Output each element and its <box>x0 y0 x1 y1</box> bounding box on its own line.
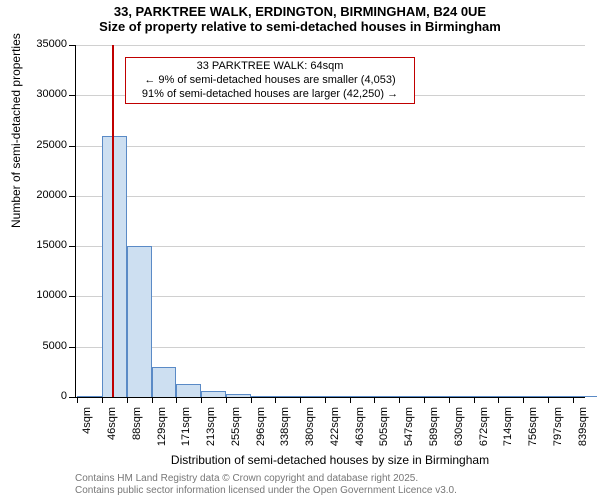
y-tick-label: 10000 <box>23 289 67 301</box>
histogram-bar <box>102 136 127 397</box>
y-tick-label: 35000 <box>23 38 67 50</box>
title-line-1: 33, PARKTREE WALK, ERDINGTON, BIRMINGHAM… <box>0 4 600 19</box>
y-tick-label: 25000 <box>23 139 67 151</box>
x-tick-label: 338sqm <box>279 407 291 455</box>
x-tick-label: 380sqm <box>304 407 316 455</box>
annotation-box: 33 PARKTREE WALK: 64sqm← 9% of semi-deta… <box>125 57 415 104</box>
y-axis-label: Number of semi-detached properties <box>9 212 23 228</box>
x-tick-label: 797sqm <box>552 407 564 455</box>
property-marker-line <box>112 45 114 397</box>
y-axis-line <box>75 45 76 397</box>
x-tick-label: 839sqm <box>577 407 589 455</box>
x-tick-label: 589sqm <box>428 407 440 455</box>
x-tick-label: 129sqm <box>156 407 168 455</box>
footer-attribution: Contains HM Land Registry data © Crown c… <box>75 473 457 497</box>
x-tick-label: 505sqm <box>378 407 390 455</box>
annotation-line-3: 91% of semi-detached houses are larger (… <box>132 88 408 102</box>
histogram-bar <box>152 367 177 397</box>
histogram-bar <box>127 246 152 397</box>
x-tick-label: 171sqm <box>180 407 192 455</box>
y-tick-label: 5000 <box>23 340 67 352</box>
chart-title: 33, PARKTREE WALK, ERDINGTON, BIRMINGHAM… <box>0 4 600 34</box>
x-tick-label: 46sqm <box>106 407 118 455</box>
x-tick-label: 630sqm <box>453 407 465 455</box>
annotation-line-1: 33 PARKTREE WALK: 64sqm <box>132 60 408 74</box>
y-tick-label: 30000 <box>23 88 67 100</box>
x-tick-label: 714sqm <box>502 407 514 455</box>
x-tick-label: 463sqm <box>354 407 366 455</box>
x-tick-label: 255sqm <box>230 407 242 455</box>
footer-line-1: Contains HM Land Registry data © Crown c… <box>75 473 457 485</box>
x-axis-label: Distribution of semi-detached houses by … <box>75 453 585 467</box>
plot-area: 050001000015000200002500030000350004sqm4… <box>75 45 585 397</box>
footer-line-2: Contains public sector information licen… <box>75 485 457 497</box>
y-tick-label: 0 <box>23 390 67 402</box>
y-gridline <box>75 146 585 147</box>
y-tick-label: 15000 <box>23 239 67 251</box>
y-gridline <box>75 45 585 46</box>
x-tick-label: 88sqm <box>131 407 143 455</box>
x-tick-label: 756sqm <box>527 407 539 455</box>
annotation-line-2: ← 9% of semi-detached houses are smaller… <box>132 74 408 88</box>
y-tick-label: 20000 <box>23 189 67 201</box>
x-tick-label: 547sqm <box>403 407 415 455</box>
x-tick-label: 4sqm <box>81 407 93 455</box>
x-tick-label: 213sqm <box>205 407 217 455</box>
histogram-bar <box>176 384 201 397</box>
x-axis-line <box>75 397 585 398</box>
title-line-2: Size of property relative to semi-detach… <box>0 19 600 34</box>
x-tick-label: 672sqm <box>478 407 490 455</box>
chart-container: 33, PARKTREE WALK, ERDINGTON, BIRMINGHAM… <box>0 0 600 500</box>
y-gridline <box>75 196 585 197</box>
x-tick-label: 422sqm <box>329 407 341 455</box>
x-tick-label: 296sqm <box>255 407 267 455</box>
